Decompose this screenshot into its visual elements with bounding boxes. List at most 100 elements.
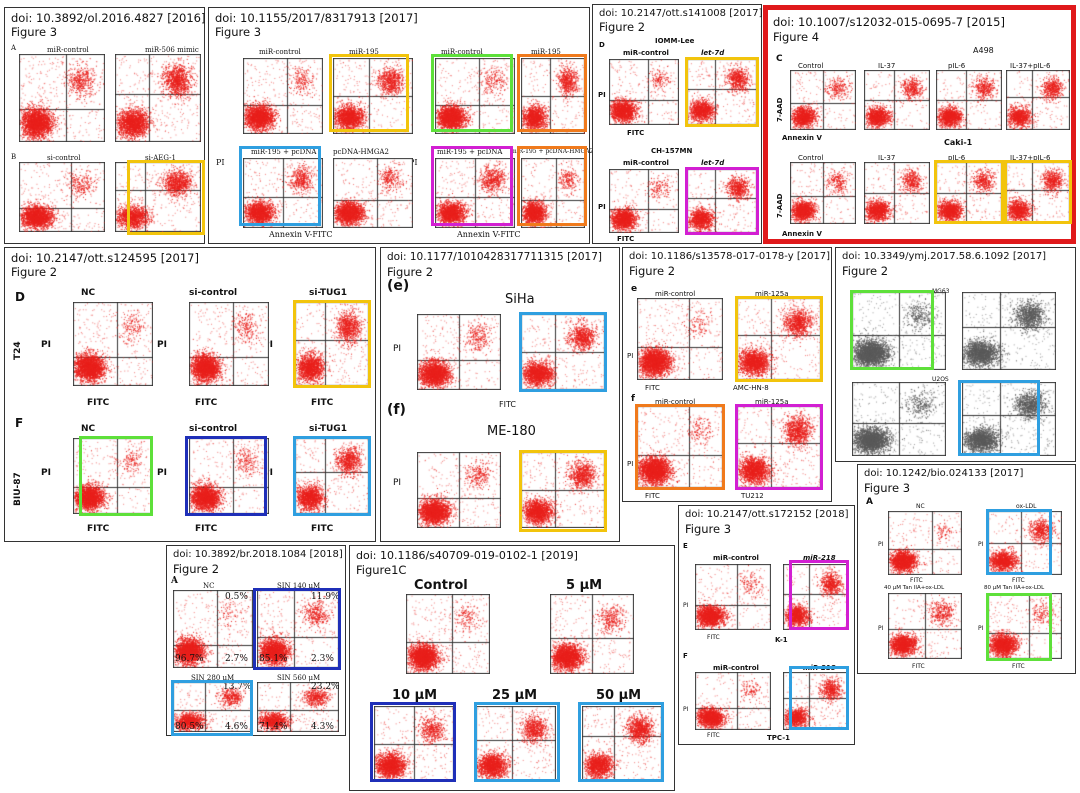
- label: MG63: [932, 288, 949, 295]
- flow-plot-gray: [852, 382, 946, 456]
- flow-plot: [550, 594, 634, 674]
- label: si-AEG-1: [145, 154, 176, 162]
- label: miR-218: [803, 554, 836, 562]
- label: F: [15, 416, 24, 430]
- axis-label: PI: [627, 460, 634, 468]
- flow-plot: [1006, 162, 1070, 224]
- label: Control: [414, 578, 468, 593]
- label: si-control: [189, 424, 238, 434]
- label: f: [631, 394, 635, 404]
- label: miR-195: [531, 48, 561, 56]
- flow-plot: [609, 59, 679, 125]
- label: si-TUG1: [309, 288, 347, 298]
- label: 40 μM Tan IIA+ox-LDL: [884, 585, 945, 591]
- axis-label: FITC: [617, 235, 635, 243]
- label: Control: [798, 62, 824, 70]
- axis-label: PI: [41, 468, 51, 478]
- label: pIL-6: [948, 62, 966, 70]
- quadrant-value: 0.5%: [225, 592, 248, 602]
- doi-label: doi: 10.1007/s12032-015-0695-7 [2015]: [773, 15, 1005, 29]
- flow-plot: [189, 302, 269, 386]
- flow-plot: [295, 438, 369, 514]
- panel-p6: doi: 10.1177/1010428317711315 [2017] Fig…: [380, 247, 620, 542]
- flow-plot: [988, 511, 1062, 575]
- quadrant-value: 2.7%: [225, 654, 248, 664]
- axis-label: PI: [393, 478, 402, 488]
- flow-plot: [790, 162, 856, 224]
- axis-label: FITC: [195, 524, 218, 534]
- flow-plot: [417, 452, 501, 528]
- label: 80 μM Tan IIA+ox-LDL: [984, 585, 1045, 591]
- axis-label: PI: [598, 203, 606, 211]
- axis-label: Annexin V: [782, 230, 822, 238]
- quadrant-value: 71.4%: [259, 722, 288, 732]
- label: SIN 280 μM: [191, 674, 235, 682]
- label: SiHa: [505, 292, 535, 307]
- label: IL-37: [878, 62, 896, 70]
- label: si-TUG1: [309, 424, 347, 434]
- flow-plot: [173, 682, 253, 732]
- flow-plot: [783, 564, 849, 630]
- label: 10 μM: [392, 688, 438, 703]
- label: 5 μM: [566, 578, 603, 593]
- label: NC: [81, 288, 96, 298]
- flow-plot: [435, 158, 515, 228]
- flow-plot: [637, 298, 723, 380]
- flow-plot: [888, 511, 962, 575]
- axis-label: K-1: [775, 636, 788, 644]
- panel-p8: doi: 10.3349/ymj.2017.58.6.1092 [2017] F…: [835, 247, 1076, 462]
- flow-plot: [476, 706, 556, 782]
- quadrant-value: 80.5%: [175, 722, 204, 732]
- quadrant-value: 13.7%: [223, 682, 252, 692]
- figure-label: Figure 4: [773, 30, 820, 44]
- quadrant-value: 11.9%: [311, 592, 340, 602]
- figure-label: Figure1C: [356, 563, 407, 577]
- label: B: [11, 153, 17, 161]
- doi-label: doi: 10.1186/s40709-019-0102-1 [2019]: [356, 549, 578, 562]
- flow-plot: [257, 682, 339, 732]
- label: U2OS: [932, 376, 949, 383]
- label: A498: [973, 46, 994, 55]
- flow-plot: [783, 672, 849, 730]
- label: miR-195 + pcDNA: [251, 148, 317, 156]
- flow-plot: [19, 54, 105, 142]
- label: C: [776, 54, 783, 64]
- flow-plot: [1006, 70, 1070, 130]
- flow-plot: [406, 594, 490, 674]
- flow-plot: [687, 169, 757, 233]
- flow-plot: [333, 158, 413, 228]
- label: miR-506 mimic: [145, 46, 199, 54]
- axis-label: PI: [157, 468, 167, 478]
- figure-label: Figure 2: [11, 265, 58, 279]
- flow-plot: [936, 70, 1002, 130]
- axis-label: FITC: [499, 400, 516, 409]
- axis-label: FITC: [311, 524, 334, 534]
- flow-plot: [888, 593, 962, 659]
- flow-plot: [173, 590, 253, 668]
- axis-label: PI: [157, 340, 167, 350]
- axis-label: FITC: [87, 398, 110, 408]
- label: miR-control: [655, 398, 696, 406]
- flow-plot: [521, 58, 585, 134]
- axis-label: Annexin V: [782, 134, 822, 142]
- flow-plot: [295, 302, 369, 386]
- label: A: [11, 44, 17, 52]
- figure-label: Figure 3: [864, 481, 911, 495]
- panel-p1: doi: 10.3892/ol.2016.4827 [2016] Figure …: [4, 7, 205, 244]
- label: miR-control: [623, 159, 669, 167]
- label: ox-LDL: [1016, 503, 1037, 510]
- axis-label: Annexin V-FITC: [269, 230, 333, 239]
- flow-plot: [637, 406, 723, 488]
- axis-label: FITC: [195, 398, 218, 408]
- axis-label: FITC: [645, 492, 660, 500]
- axis-label: PI: [978, 541, 984, 548]
- label: NC: [916, 503, 925, 510]
- doi-label: doi: 10.1242/bio.024133 [2017]: [864, 468, 1024, 479]
- axis-label: FITC: [87, 524, 110, 534]
- axis-label: FITC: [645, 384, 660, 392]
- axis-label: FITC: [707, 634, 720, 641]
- axis-label: PI: [978, 625, 984, 632]
- quadrant-value: 96.7%: [175, 654, 204, 664]
- label: let-7d: [701, 159, 725, 167]
- doi-label: doi: 10.1177/1010428317711315 [2017]: [387, 251, 602, 263]
